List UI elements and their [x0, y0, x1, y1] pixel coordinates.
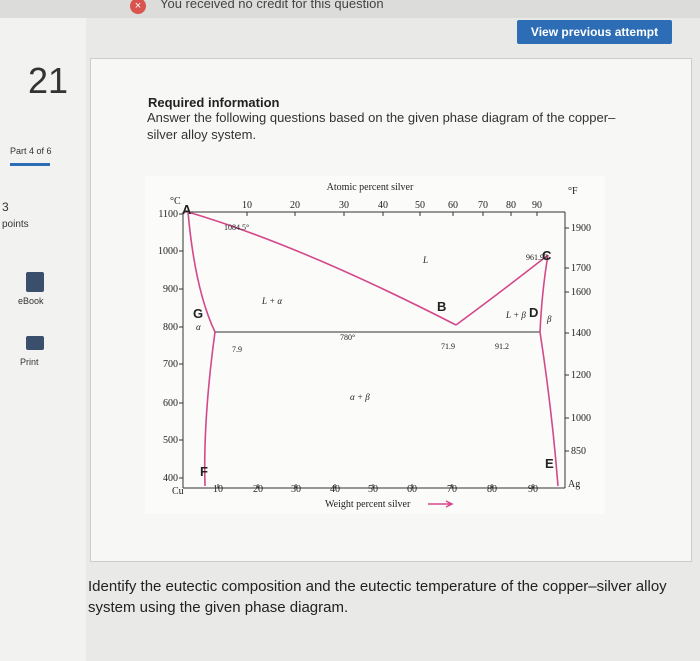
question-text: Identify the eutectic composition and th… — [88, 578, 667, 616]
left-tick-label: 400 — [163, 473, 178, 484]
bottom-tick-label: 60 — [407, 484, 417, 495]
region-label: α — [196, 322, 201, 332]
solvus-ag — [539, 331, 559, 487]
left-tick-label: 500 — [163, 435, 178, 446]
right-tick-label: 1700 — [571, 263, 591, 274]
points-value: 3 — [2, 200, 9, 214]
cu-label: Cu — [172, 486, 184, 497]
region-label: L + α — [261, 296, 282, 306]
ag-label: Ag — [568, 479, 580, 490]
right-tick-label: 1200 — [571, 370, 591, 381]
bottom-tick-label: 30 — [291, 484, 301, 495]
bottom-tick-label: 40 — [330, 484, 340, 495]
top-tick-label: 10 — [242, 200, 252, 211]
top-tick-label: 50 — [415, 200, 425, 211]
banner-bar: × You received no credit for this questi… — [0, 0, 700, 18]
bottom-tick-label: 50 — [368, 484, 378, 495]
part-progress — [10, 163, 50, 166]
left-tick-label: 700 — [163, 359, 178, 370]
panel-title: Required information — [148, 95, 280, 110]
point-label: B — [437, 299, 446, 314]
value-label: 961.93 — [526, 253, 548, 262]
right-tick-label: 850 — [571, 446, 586, 457]
point-label: F — [200, 464, 208, 479]
right-tick-label: 1400 — [571, 328, 591, 339]
left-tick-label: 900 — [163, 284, 178, 295]
value-label: 1084.5° — [224, 223, 249, 232]
liquidus-right — [455, 254, 549, 326]
fail-icon: × — [130, 0, 146, 14]
value-label: 780° — [340, 333, 355, 342]
right-tick-label: 1000 — [571, 413, 591, 424]
region-label: L + β — [505, 310, 526, 320]
solidus-ag — [539, 254, 549, 333]
print-icon[interactable] — [26, 336, 44, 350]
left-tick-label: 1100 — [158, 209, 178, 220]
ebook-label[interactable]: eBook — [18, 296, 44, 306]
point-label: G — [193, 306, 203, 321]
top-tick-label: 90 — [532, 200, 542, 211]
bottom-tick-label: 10 — [213, 484, 223, 495]
point-label: D — [529, 305, 538, 320]
liquidus-left — [187, 211, 457, 326]
unit-f: °F — [568, 186, 578, 197]
view-previous-button[interactable]: View previous attempt — [517, 20, 672, 44]
bottom-tick-label: 80 — [487, 484, 497, 495]
top-axis-title: Atomic percent silver — [327, 182, 414, 193]
left-tick-label: 1000 — [158, 246, 178, 257]
left-tick-label: 800 — [163, 322, 178, 333]
top-tick-label: 60 — [448, 200, 458, 211]
region-label: α + β — [350, 392, 370, 402]
top-tick-label: 30 — [339, 200, 349, 211]
top-tick-label: 20 — [290, 200, 300, 211]
points-label: points — [2, 219, 29, 230]
unit-c: °C — [170, 196, 181, 207]
top-tick-label: 80 — [506, 200, 516, 211]
part-label: Part 4 of 6 — [10, 146, 52, 156]
arrow — [428, 500, 454, 508]
point-label: E — [545, 456, 554, 471]
solvus-cu — [203, 331, 216, 487]
panel-text: Answer the following questions based on … — [147, 110, 616, 142]
value-label: 91.2 — [495, 342, 509, 351]
solidus-cu — [187, 211, 216, 333]
region-label: β — [546, 314, 552, 324]
value-label: 71.9 — [441, 342, 455, 351]
bottom-tick-label: 20 — [253, 484, 263, 495]
bottom-axis-title: Weight percent silver — [325, 499, 411, 510]
print-label[interactable]: Print — [20, 357, 39, 367]
diagram-bg — [145, 176, 605, 514]
banner-text: You received no credit for this question — [160, 0, 384, 11]
bottom-tick-label: 90 — [528, 484, 538, 495]
point-label: C — [542, 248, 552, 263]
ebook-icon[interactable] — [26, 272, 44, 292]
bottom-tick-label: 70 — [447, 484, 457, 495]
top-tick-label: 40 — [378, 200, 388, 211]
question-number: 21 — [28, 60, 69, 101]
right-tick-label: 1900 — [571, 223, 591, 234]
point-label: A — [182, 202, 192, 217]
value-label: 7.9 — [232, 345, 242, 354]
region-label: L — [422, 255, 428, 265]
left-tick-label: 600 — [163, 398, 178, 409]
right-tick-label: 1600 — [571, 287, 591, 298]
top-tick-label: 70 — [478, 200, 488, 211]
